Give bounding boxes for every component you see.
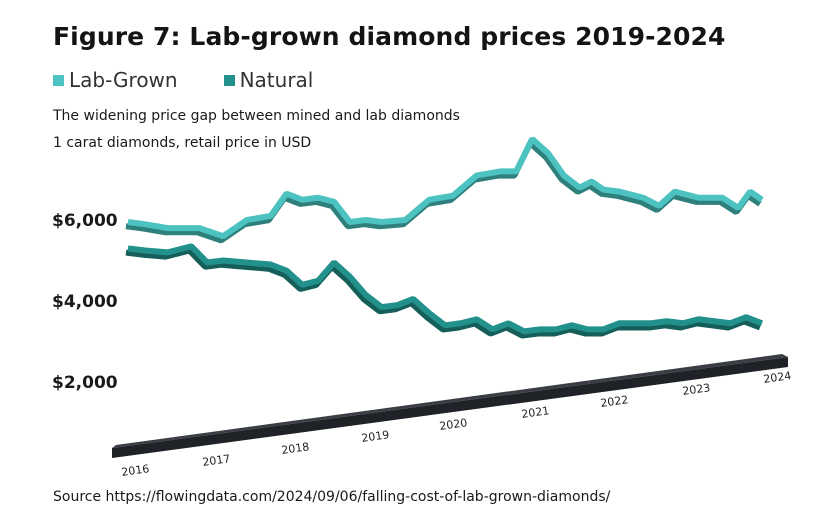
legend: Lab-Grown Natural: [53, 68, 359, 92]
series-line-1: [127, 243, 764, 335]
x-tick-label-6: 2022: [600, 393, 630, 410]
legend-swatch-natural: [223, 74, 235, 86]
y-tick-label-2: $2,000: [52, 373, 118, 393]
x-tick-label-4: 2020: [439, 416, 469, 433]
x-tick-label-8: 2024: [763, 369, 793, 386]
x-tick-label-0: 2016: [121, 462, 151, 479]
series-line-side-1: [125, 247, 762, 339]
legend-label-lab-grown: Lab-Grown: [69, 68, 178, 92]
chart-title: Figure 7: Lab-grown diamond prices 2019-…: [53, 22, 726, 51]
y-tick-label-0: $6,000: [52, 211, 118, 231]
x-tick-label-5: 2021: [521, 404, 551, 421]
y-tick-label-1: $4,000: [52, 292, 118, 312]
legend-item-lab-grown: Lab-Grown: [53, 68, 178, 92]
x-tick-label-1: 2017: [202, 452, 232, 469]
chart-units: 1 carat diamonds, retail price in USD: [53, 135, 312, 151]
legend-swatch-lab-grown: [53, 74, 64, 86]
x-tick-label-7: 2023: [682, 381, 712, 398]
x-axis-bar-top: [112, 354, 788, 448]
series-lab-grown: [125, 136, 764, 244]
chart-subtitle: The widening price gap between mined and…: [53, 108, 460, 124]
x-axis-bar: [112, 357, 788, 458]
x-tick-label-3: 2019: [361, 428, 391, 445]
series-line-0: [127, 136, 764, 240]
series-natural: [125, 243, 764, 339]
chart-source: Source https://flowingdata.com/2024/09/0…: [53, 489, 611, 505]
legend-label-natural: Natural: [239, 68, 314, 92]
x-tick-label-2: 2018: [281, 440, 311, 457]
legend-item-natural: Natural: [223, 68, 314, 92]
series-line-side-0: [125, 140, 762, 244]
